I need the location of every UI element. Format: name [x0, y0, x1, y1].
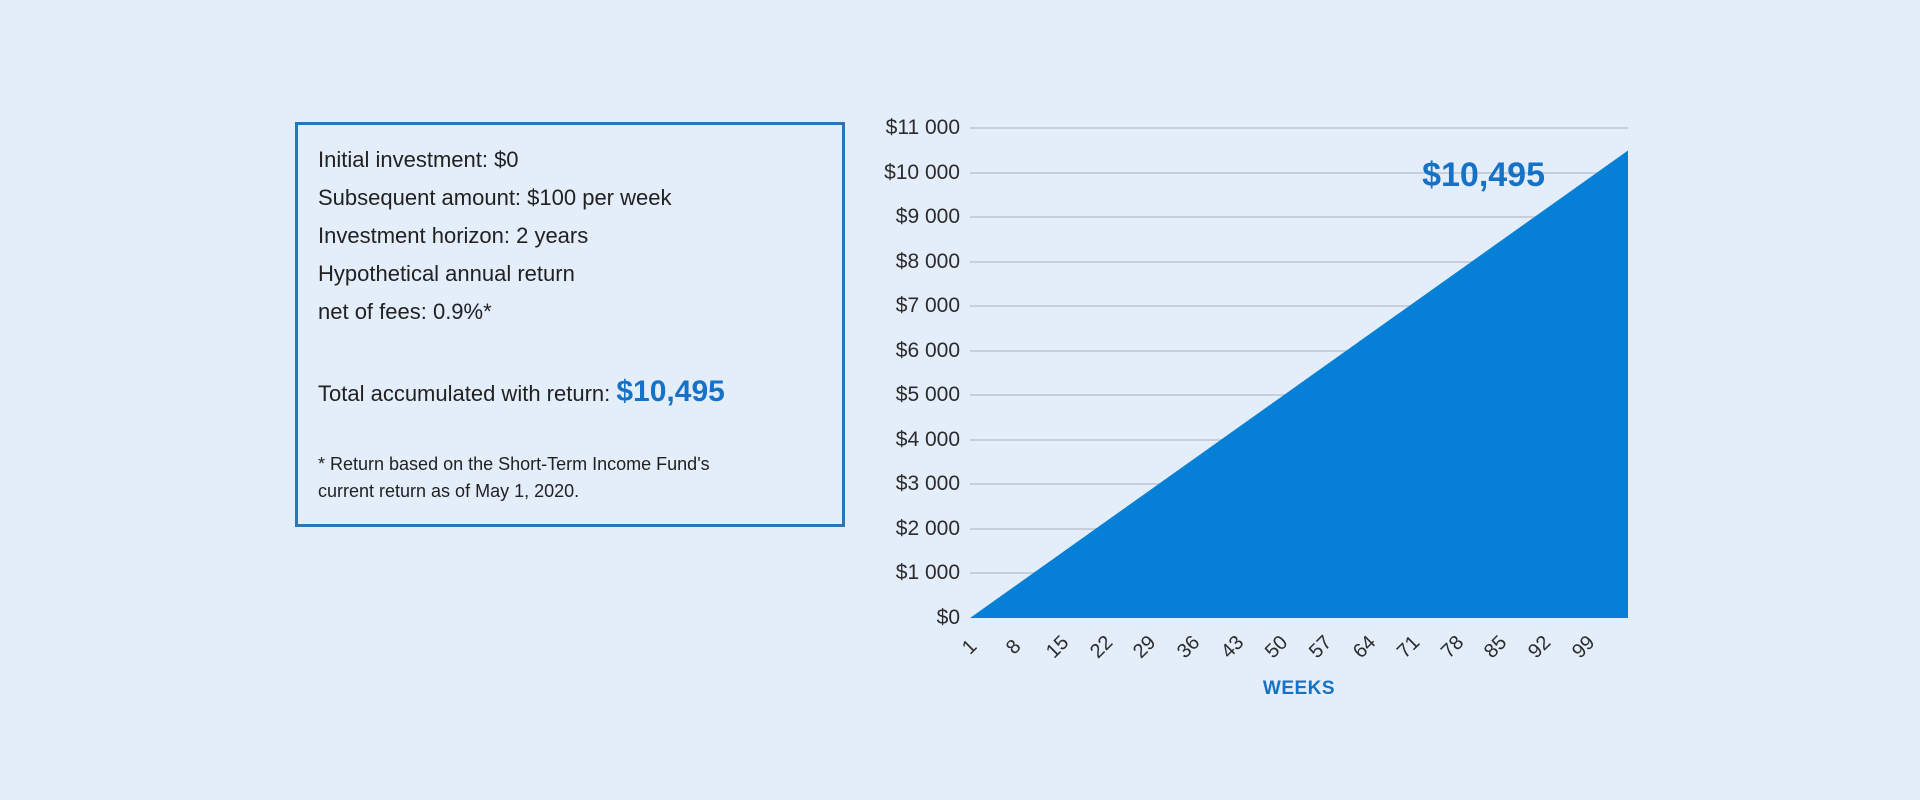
x-tick-label: 50: [1261, 631, 1293, 663]
gridline: [970, 127, 1628, 129]
x-tick-label: 1: [957, 635, 982, 659]
y-tick-label: $4 000: [895, 427, 960, 451]
gridline: [970, 349, 1628, 352]
assumption-initial-investment: Initial investment: $0: [318, 147, 519, 172]
accumulated-value-area: [970, 150, 1628, 618]
y-tick-label: $10 000: [884, 160, 960, 184]
x-tick-label: 22: [1085, 631, 1117, 663]
x-tick-label: 71: [1392, 631, 1424, 663]
x-tick-label: 78: [1436, 631, 1468, 663]
y-tick-label: $2 000: [895, 516, 960, 540]
gridline: [970, 216, 1628, 219]
x-tick-label: 64: [1348, 631, 1381, 663]
y-tick-label: $8 000: [895, 249, 960, 273]
gridline: [970, 171, 1628, 174]
y-axis: $0 $1 000 $2 000 $3 000 $4 000 $5 000 $6 000 $7…: [830, 116, 960, 629]
y-tick-label: $5 000: [895, 383, 960, 407]
total-accumulated-line: Total accumulated with return: $10,495: [318, 375, 822, 409]
return-footnote: * Return based on the Short-Term Income …: [318, 454, 710, 501]
assumptions-box: Initial investment: $0 Subsequent amount…: [295, 122, 845, 527]
x-tick-label: 36: [1173, 631, 1205, 663]
x-axis: 1 8 15 22 29 36 43 50 57 64 71 78 85 92 99: [958, 628, 1628, 674]
y-tick-label: $7 000: [895, 294, 960, 318]
y-tick-label: $9 000: [895, 205, 960, 229]
peak-value-annotation: $10,495: [1422, 156, 1545, 194]
plot-area: $10,495 1 8 15 22 29 36 43 50 57 64 71 78 85 92 99 WEE…: [958, 127, 1628, 699]
gridline: [970, 305, 1628, 308]
assumption-annual-return-line2: net of fees: 0.9%*: [318, 299, 492, 324]
y-tick-label: $11 000: [885, 116, 960, 139]
accumulation-area-chart: $0 $1 000 $2 000 $3 000 $4 000 $5 000 $6 000 $7…: [830, 116, 1630, 728]
x-tick-label: 15: [1041, 631, 1074, 663]
y-tick-label: $6 000: [895, 338, 960, 362]
y-tick-label: $1 000: [895, 561, 960, 585]
assumptions-list: Initial investment: $0 Subsequent amount…: [318, 141, 822, 331]
x-tick-label: 8: [1001, 635, 1026, 659]
x-axis-title: WEEKS: [1262, 678, 1336, 699]
x-tick-label: 29: [1129, 631, 1161, 663]
y-tick-label: $0: [936, 606, 960, 629]
x-tick-label: 57: [1304, 631, 1337, 663]
x-tick-label: 99: [1568, 631, 1600, 663]
total-accumulated-value: $10,495: [616, 375, 725, 408]
x-tick-label: 92: [1524, 631, 1556, 663]
assumption-investment-horizon: Investment horizon: 2 years: [318, 223, 589, 248]
y-tick-label: $3 000: [895, 472, 960, 496]
x-tick-label: 85: [1480, 631, 1512, 663]
assumption-annual-return-line1: Hypothetical annual return: [318, 261, 575, 286]
gridline: [970, 260, 1628, 263]
total-accumulated-label: Total accumulated with return:: [318, 381, 617, 406]
assumption-subsequent-amount: Subsequent amount: $100 per week: [318, 185, 672, 210]
x-tick-label: 43: [1217, 631, 1249, 663]
